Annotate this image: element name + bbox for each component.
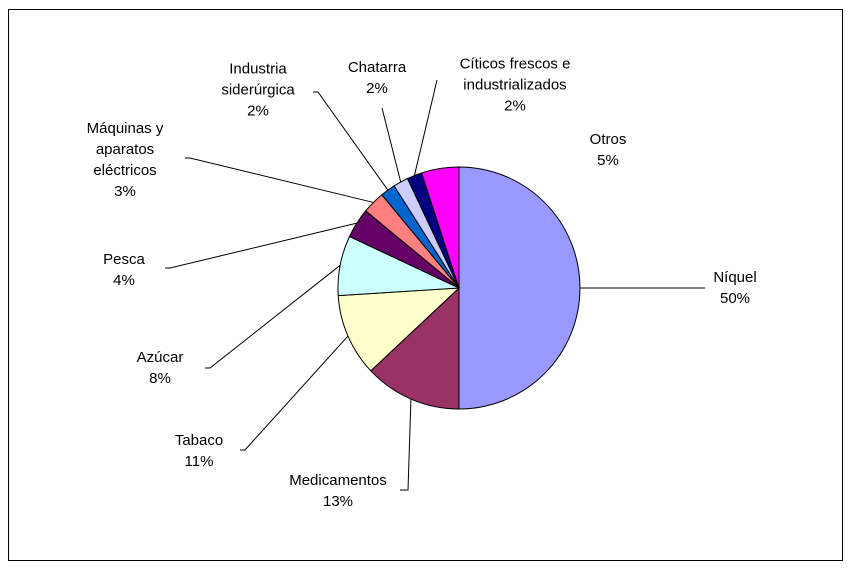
slice-value: 2% — [504, 97, 526, 115]
slice-label: Níquel 50% — [695, 267, 775, 309]
slice-category: Máquinas y aparatos eléctricos — [86, 120, 164, 179]
slice-value: 4% — [113, 272, 135, 289]
slice-category: Cíticos frescos e industrializados — [459, 55, 571, 94]
slice-value: 2% — [366, 80, 388, 97]
leader-line — [185, 157, 374, 203]
leader-line — [400, 399, 412, 491]
slice-value: 13% — [322, 493, 354, 510]
slice-value: 2% — [247, 102, 269, 120]
slice-value: 11% — [184, 453, 214, 470]
slice-label: Cíticos frescos e industrializados 2% — [425, 54, 605, 117]
pie-slice — [337, 287, 461, 372]
leader-line — [205, 264, 341, 369]
slice-label: Tabaco 11% — [159, 430, 239, 472]
slice-value: 3% — [114, 183, 136, 200]
slice-label: Industria siderúrgica 2% — [208, 59, 308, 122]
slice-value: 8% — [149, 370, 171, 387]
pie-slice — [420, 166, 460, 289]
slice-value: 5% — [597, 152, 619, 169]
slice-label: Medicamentos 13% — [268, 470, 408, 512]
slice-category: Chatarra — [347, 59, 407, 76]
leader-line — [165, 222, 357, 269]
slice-label: Máquinas y aparatos eléctricos 3% — [70, 118, 180, 202]
slice-label: Otros 5% — [568, 129, 648, 171]
slice-category: Tabaco — [174, 432, 224, 449]
leader-line — [381, 107, 402, 183]
slice-category: Pesca — [103, 251, 145, 268]
slice-category: Níquel — [713, 269, 757, 286]
pie-slice — [370, 286, 460, 410]
leader-line — [240, 335, 349, 451]
slice-label: Chatarra 2% — [337, 57, 417, 99]
slice-label: Pesca 4% — [84, 249, 164, 291]
slice-category: Otros — [589, 131, 627, 148]
slice-value: 50% — [719, 290, 751, 307]
slice-category: Azúcar — [136, 349, 184, 366]
slice-label: Azúcar 8% — [120, 347, 200, 389]
leader-line — [313, 91, 389, 191]
slice-category: Medicamentos — [289, 472, 387, 489]
leader-line — [413, 79, 438, 176]
slice-category: Industria siderúrgica — [221, 60, 295, 99]
